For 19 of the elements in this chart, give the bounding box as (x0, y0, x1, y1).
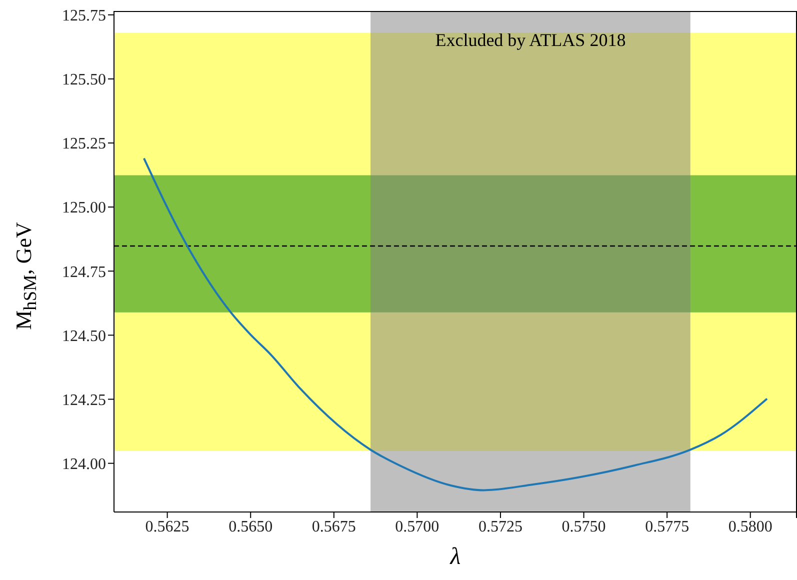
y-tick-label: 125.75 (62, 8, 106, 25)
y-tick-label: 125.25 (62, 136, 106, 153)
x-tick-label: 0.5625 (145, 518, 190, 536)
x-tick-label: 0.5650 (228, 518, 273, 536)
y-tick-label: 124.25 (62, 392, 106, 409)
x-tick-label: 0.5775 (645, 518, 690, 536)
y-tick-label: 125.50 (62, 72, 106, 89)
band-label: Excluded by ATLAS 2018 (435, 30, 626, 50)
y-tick-label: 124.50 (62, 328, 106, 345)
y-tick-label: 124.00 (62, 456, 106, 473)
line-series (142, 157, 768, 492)
x-tick-label: 0.5750 (562, 518, 606, 536)
x-tick-label: 0.5675 (312, 518, 356, 536)
y-tick-label: 125.00 (62, 200, 106, 217)
x-tick-label: 0.5700 (395, 518, 440, 536)
y-tick-label: 124.75 (62, 264, 106, 281)
x-tick-label: 0.5800 (728, 518, 772, 536)
x-axis-title: λ (449, 544, 461, 570)
x-tick-label: 0.5725 (478, 518, 522, 536)
